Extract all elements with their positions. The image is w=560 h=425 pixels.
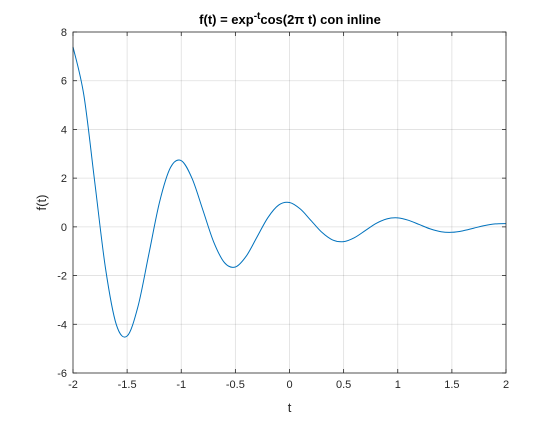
series-line xyxy=(72,46,507,338)
chart-title: f(t) = exp-tcos(2π t) con inline xyxy=(199,11,381,27)
x-tick-label: -2 xyxy=(68,379,78,391)
x-tick-label: 1.5 xyxy=(444,379,459,391)
x-tick-label: 2 xyxy=(503,379,509,391)
y-tick-label: 2 xyxy=(61,173,67,185)
y-tick-label: 4 xyxy=(61,124,67,136)
x-tick-label: -0.5 xyxy=(226,379,245,391)
x-axis-label: t xyxy=(288,400,292,415)
y-tick-label: 8 xyxy=(61,27,67,39)
y-tick-label: -2 xyxy=(57,271,67,283)
x-tick-label: 0.5 xyxy=(336,379,351,391)
x-tick-label: 0 xyxy=(286,379,292,391)
x-tick-label: -1.5 xyxy=(118,379,137,391)
y-tick-label: 0 xyxy=(61,222,67,234)
tick-labels: -2 -1.5 -1 -0.5 0 0.5 1 1.5 2 -6 -4 -2 0 2 4 6 8 xyxy=(57,27,509,391)
y-tick-label: -6 xyxy=(57,368,67,380)
grid xyxy=(73,32,506,373)
ticks xyxy=(72,31,507,374)
y-axis-label: f(t) xyxy=(34,195,49,211)
x-tick-label: 1 xyxy=(395,379,401,391)
y-tick-label: -4 xyxy=(57,319,67,331)
y-tick-label: 6 xyxy=(61,76,67,88)
x-tick-label: -1 xyxy=(176,379,186,391)
